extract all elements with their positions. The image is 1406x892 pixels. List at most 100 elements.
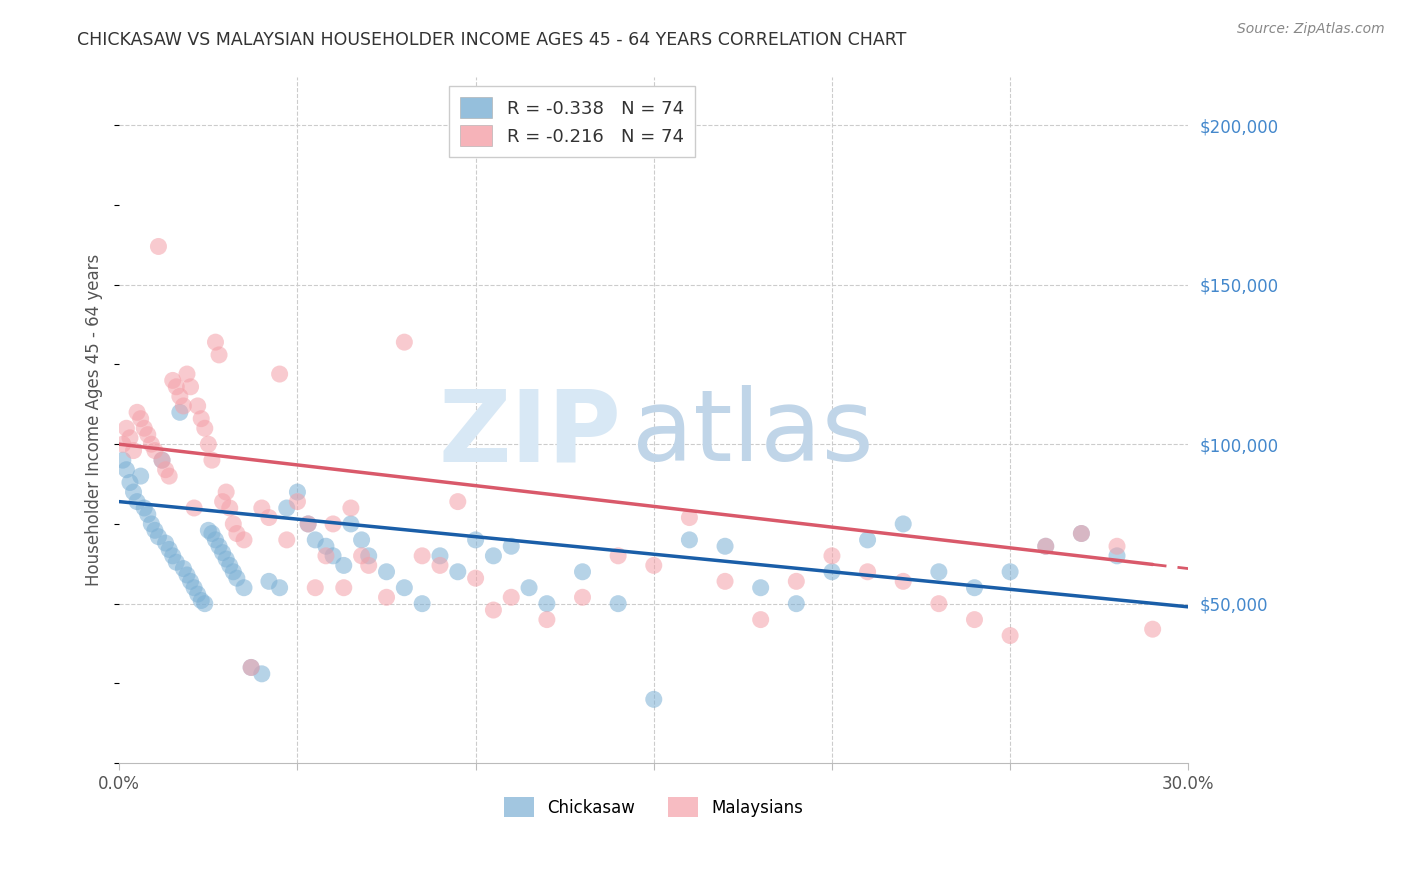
Point [141, 437, 163, 451]
Point [607, 597, 630, 611]
Point [187, 399, 209, 413]
Point [162, 373, 184, 387]
Point [332, 558, 354, 573]
Point [607, 549, 630, 563]
Point [643, 692, 665, 706]
Point [963, 613, 986, 627]
Point [501, 539, 523, 553]
Point [1070, 526, 1092, 541]
Point [215, 552, 238, 566]
Point [155, 463, 177, 477]
Point [269, 581, 291, 595]
Point [394, 335, 416, 350]
Point [257, 574, 280, 589]
Point [963, 581, 986, 595]
Point [276, 533, 298, 547]
Point [201, 526, 224, 541]
Point [194, 597, 217, 611]
Point [891, 516, 914, 531]
Point [197, 524, 219, 538]
Point [169, 389, 191, 403]
Point [322, 516, 344, 531]
Point [111, 437, 134, 451]
Point [118, 431, 141, 445]
Point [240, 660, 263, 674]
Point [187, 587, 209, 601]
Point [127, 405, 149, 419]
Point [482, 549, 505, 563]
Point [821, 549, 844, 563]
Y-axis label: Householder Income Ages 45 - 64 years: Householder Income Ages 45 - 64 years [86, 254, 103, 586]
Point [571, 591, 593, 605]
Point [150, 453, 173, 467]
Point [172, 399, 194, 413]
Point [129, 469, 152, 483]
Point [536, 597, 558, 611]
Point [183, 581, 205, 595]
Point [176, 568, 198, 582]
Point [194, 421, 217, 435]
Text: ZIP: ZIP [439, 385, 621, 483]
Point [201, 453, 224, 467]
Point [678, 533, 700, 547]
Point [571, 565, 593, 579]
Point [785, 597, 807, 611]
Point [115, 463, 138, 477]
Point [714, 574, 737, 589]
Point [233, 581, 256, 595]
Point [211, 546, 233, 560]
Point [162, 549, 184, 563]
Point [225, 526, 247, 541]
Point [176, 367, 198, 381]
Point [204, 533, 226, 547]
Point [998, 629, 1021, 643]
Point [165, 555, 187, 569]
Point [157, 469, 180, 483]
Point [821, 565, 844, 579]
Point [447, 494, 470, 508]
Point [1105, 539, 1128, 553]
Point [157, 542, 180, 557]
Point [322, 549, 344, 563]
Point [340, 516, 363, 531]
Point [1070, 526, 1092, 541]
Point [340, 500, 363, 515]
Point [250, 666, 273, 681]
Point [222, 516, 245, 531]
Legend: Chickasaw, Malaysians: Chickasaw, Malaysians [498, 791, 810, 823]
Point [678, 510, 700, 524]
Point [411, 549, 433, 563]
Point [233, 533, 256, 547]
Point [998, 565, 1021, 579]
Point [218, 500, 240, 515]
Point [429, 558, 451, 573]
Point [143, 524, 166, 538]
Point [215, 485, 238, 500]
Point [148, 239, 170, 253]
Point [350, 549, 373, 563]
Point [287, 494, 309, 508]
Point [134, 500, 156, 515]
Point [134, 421, 156, 435]
Point [891, 574, 914, 589]
Point [464, 533, 486, 547]
Point [357, 558, 380, 573]
Point [222, 565, 245, 579]
Point [218, 558, 240, 573]
Point [155, 536, 177, 550]
Point [122, 485, 145, 500]
Point [148, 530, 170, 544]
Point [315, 549, 337, 563]
Point [208, 539, 231, 553]
Point [269, 367, 291, 381]
Point [276, 500, 298, 515]
Point [136, 427, 159, 442]
Point [357, 549, 380, 563]
Point [411, 597, 433, 611]
Point [257, 510, 280, 524]
Point [225, 571, 247, 585]
Point [1105, 549, 1128, 563]
Point [180, 380, 202, 394]
Point [204, 335, 226, 350]
Point [856, 533, 879, 547]
